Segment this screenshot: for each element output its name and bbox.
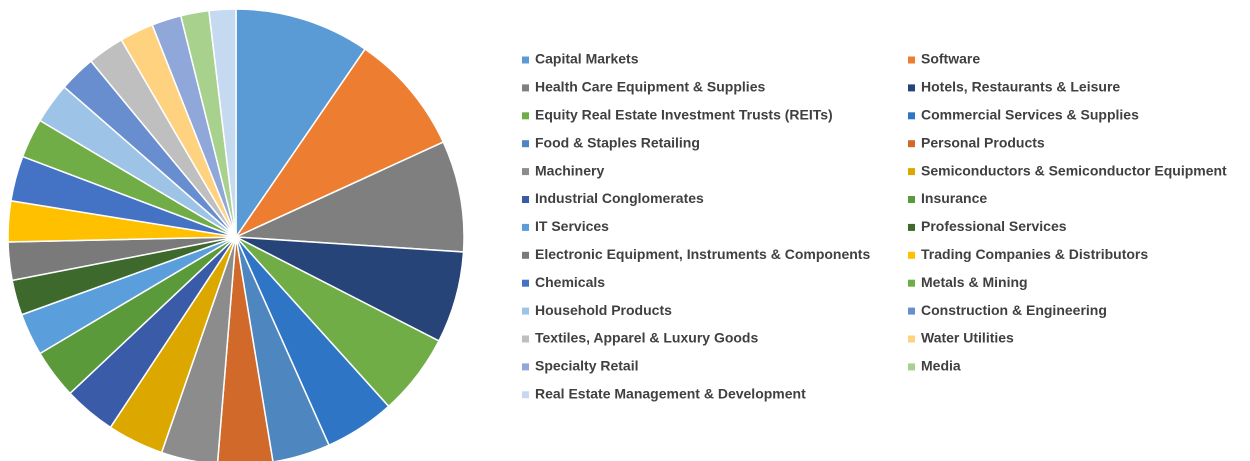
legend-label: Professional Services — [921, 218, 1067, 234]
legend-swatch — [908, 140, 915, 148]
legend-swatch — [908, 363, 915, 371]
legend-swatch — [908, 279, 915, 287]
legend-swatch — [908, 251, 915, 259]
legend-swatch — [908, 196, 915, 203]
legend-label: Media — [921, 358, 961, 374]
legend-swatch — [908, 112, 915, 120]
legend-swatch — [522, 56, 529, 64]
legend-label: Construction & Engineering — [921, 302, 1107, 318]
pie-slice — [235, 141, 465, 253]
legend-swatch — [908, 335, 915, 343]
legend-label: IT Services — [535, 218, 609, 234]
legend-swatch — [522, 391, 529, 399]
legend-label: Insurance — [921, 190, 987, 206]
legend-swatch — [522, 307, 529, 315]
legend-label: Capital Markets — [535, 51, 639, 67]
legend-label: Machinery — [535, 162, 604, 178]
legend-swatch — [522, 140, 529, 148]
legend-label: Industrial Conglomerates — [535, 190, 704, 206]
legend-label: Real Estate Management & Development — [535, 386, 806, 402]
legend-swatch — [522, 168, 529, 176]
legend-label: Metals & Mining — [921, 274, 1028, 290]
legend-label: Food & Staples Retailing — [535, 134, 700, 150]
pie-slice — [235, 236, 330, 461]
legend-label: Specialty Retail — [535, 358, 639, 374]
legend-label: Health Care Equipment & Supplies — [535, 79, 765, 95]
legend-label: Personal Products — [921, 134, 1045, 150]
legend-label: Commercial Services & Supplies — [921, 107, 1139, 123]
legend-swatch — [908, 56, 915, 64]
pie-slice — [233, 48, 445, 239]
pie-slice — [208, 8, 237, 238]
legend-swatch — [522, 335, 529, 343]
legend-swatch — [522, 84, 529, 92]
legend-label: Household Products — [535, 302, 672, 318]
legend-swatch — [522, 279, 529, 287]
legend-swatch — [522, 112, 529, 120]
legend-swatch — [908, 223, 915, 231]
pie-slice — [235, 8, 367, 240]
legend-swatch — [908, 168, 915, 176]
legend-swatch — [522, 196, 529, 203]
legend-swatch — [522, 363, 529, 371]
legend-swatch — [522, 251, 529, 259]
legend-label: Trading Companies & Distributors — [921, 246, 1148, 262]
legend-label: Chemicals — [535, 274, 605, 290]
legend-swatch — [908, 84, 915, 92]
legend-label: Equity Real Estate Investment Trusts (RE… — [535, 107, 833, 123]
legend-label: Hotels, Restaurants & Leisure — [921, 79, 1120, 95]
legend-label: Textiles, Apparel & Luxury Goods — [535, 330, 758, 346]
legend-label: Water Utilities — [921, 330, 1014, 346]
legend-label: Electronic Equipment, Instruments & Comp… — [535, 246, 870, 262]
legend-swatch — [522, 223, 529, 231]
legend-label: Software — [921, 51, 980, 67]
legend-label: Semiconductors & Semiconductor Equipment — [921, 162, 1227, 178]
legend-swatch — [908, 307, 915, 315]
